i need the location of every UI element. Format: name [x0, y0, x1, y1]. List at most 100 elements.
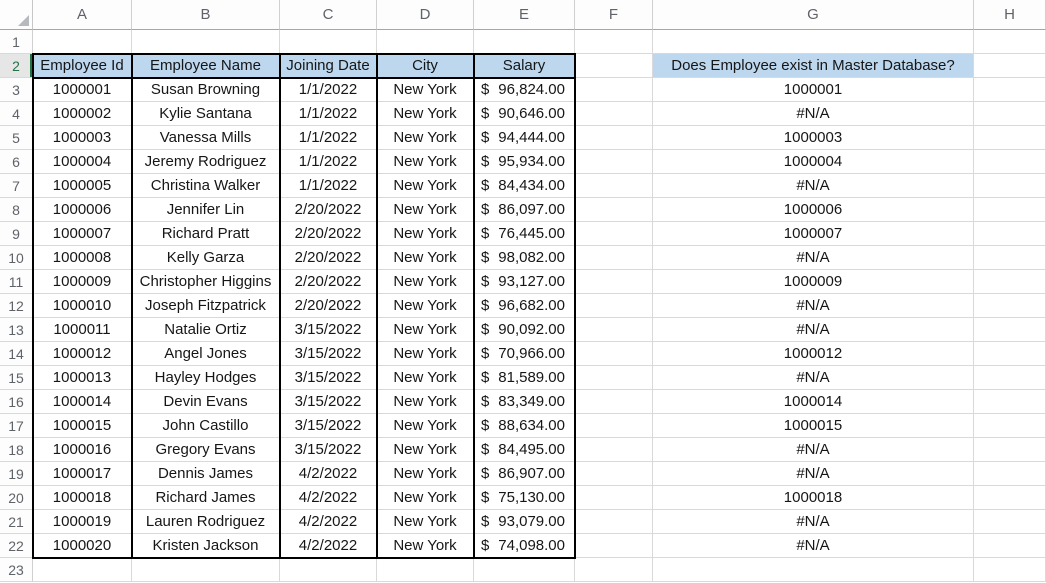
cell-G14[interactable]: 1000012	[653, 342, 974, 366]
cell-H1[interactable]	[974, 30, 1046, 54]
cell-G9[interactable]: 1000007	[653, 222, 974, 246]
cell-C21[interactable]: 4/2/2022	[280, 510, 377, 534]
cell-F8[interactable]	[575, 198, 653, 222]
cell-C7[interactable]: 1/1/2022	[280, 174, 377, 198]
cell-F15[interactable]	[575, 366, 653, 390]
cell-F17[interactable]	[575, 414, 653, 438]
cell-C6[interactable]: 1/1/2022	[280, 150, 377, 174]
cell-E16[interactable]: $83,349.00	[474, 390, 575, 414]
cell-F21[interactable]	[575, 510, 653, 534]
cell-F9[interactable]	[575, 222, 653, 246]
cell-H10[interactable]	[974, 246, 1046, 270]
cell-C10[interactable]: 2/20/2022	[280, 246, 377, 270]
row-header-9[interactable]: 9	[0, 222, 33, 246]
row-header-8[interactable]: 8	[0, 198, 33, 222]
cell-D8[interactable]: New York	[377, 198, 474, 222]
row-header-7[interactable]: 7	[0, 174, 33, 198]
cell-E21[interactable]: $93,079.00	[474, 510, 575, 534]
cell-A17[interactable]: 1000015	[33, 414, 132, 438]
column-header-A[interactable]: A	[33, 0, 132, 30]
cell-H20[interactable]	[974, 486, 1046, 510]
cell-D14[interactable]: New York	[377, 342, 474, 366]
cell-A14[interactable]: 1000012	[33, 342, 132, 366]
cell-B16[interactable]: Devin Evans	[132, 390, 280, 414]
cell-H11[interactable]	[974, 270, 1046, 294]
cell-B14[interactable]: Angel Jones	[132, 342, 280, 366]
cell-G18[interactable]: #N/A	[653, 438, 974, 462]
cell-H14[interactable]	[974, 342, 1046, 366]
cell-H15[interactable]	[974, 366, 1046, 390]
cell-A20[interactable]: 1000018	[33, 486, 132, 510]
row-header-12[interactable]: 12	[0, 294, 33, 318]
cell-F12[interactable]	[575, 294, 653, 318]
cell-G13[interactable]: #N/A	[653, 318, 974, 342]
cell-G2[interactable]: Does Employee exist in Master Database?	[653, 54, 974, 78]
cell-E9[interactable]: $76,445.00	[474, 222, 575, 246]
cell-H8[interactable]	[974, 198, 1046, 222]
cell-H21[interactable]	[974, 510, 1046, 534]
cell-E23[interactable]	[474, 558, 575, 582]
cell-G1[interactable]	[653, 30, 974, 54]
cell-E5[interactable]: $94,444.00	[474, 126, 575, 150]
column-header-E[interactable]: E	[474, 0, 575, 30]
cell-D23[interactable]	[377, 558, 474, 582]
cell-A5[interactable]: 1000003	[33, 126, 132, 150]
cell-F13[interactable]	[575, 318, 653, 342]
cell-D9[interactable]: New York	[377, 222, 474, 246]
cell-B22[interactable]: Kristen Jackson	[132, 534, 280, 558]
cell-C23[interactable]	[280, 558, 377, 582]
cell-F6[interactable]	[575, 150, 653, 174]
cell-B21[interactable]: Lauren Rodriguez	[132, 510, 280, 534]
cell-B23[interactable]	[132, 558, 280, 582]
column-header-D[interactable]: D	[377, 0, 474, 30]
cell-G10[interactable]: #N/A	[653, 246, 974, 270]
cell-D5[interactable]: New York	[377, 126, 474, 150]
cell-F14[interactable]	[575, 342, 653, 366]
cell-B4[interactable]: Kylie Santana	[132, 102, 280, 126]
cell-G15[interactable]: #N/A	[653, 366, 974, 390]
cell-G6[interactable]: 1000004	[653, 150, 974, 174]
row-header-15[interactable]: 15	[0, 366, 33, 390]
cell-B11[interactable]: Christopher Higgins	[132, 270, 280, 294]
column-header-G[interactable]: G	[653, 0, 974, 30]
cell-H16[interactable]	[974, 390, 1046, 414]
cell-A7[interactable]: 1000005	[33, 174, 132, 198]
cell-G5[interactable]: 1000003	[653, 126, 974, 150]
cell-A6[interactable]: 1000004	[33, 150, 132, 174]
cell-B6[interactable]: Jeremy Rodriguez	[132, 150, 280, 174]
cell-G8[interactable]: 1000006	[653, 198, 974, 222]
cell-C3[interactable]: 1/1/2022	[280, 78, 377, 102]
cell-A16[interactable]: 1000014	[33, 390, 132, 414]
row-header-3[interactable]: 3	[0, 78, 33, 102]
row-header-17[interactable]: 17	[0, 414, 33, 438]
cell-D7[interactable]: New York	[377, 174, 474, 198]
row-header-1[interactable]: 1	[0, 30, 33, 54]
cell-B5[interactable]: Vanessa Mills	[132, 126, 280, 150]
cell-A2[interactable]: Employee Id	[33, 54, 132, 78]
cell-F5[interactable]	[575, 126, 653, 150]
column-header-F[interactable]: F	[575, 0, 653, 30]
cell-H18[interactable]	[974, 438, 1046, 462]
row-header-16[interactable]: 16	[0, 390, 33, 414]
cell-D22[interactable]: New York	[377, 534, 474, 558]
cell-G17[interactable]: 1000015	[653, 414, 974, 438]
cell-A11[interactable]: 1000009	[33, 270, 132, 294]
cell-H6[interactable]	[974, 150, 1046, 174]
cell-C15[interactable]: 3/15/2022	[280, 366, 377, 390]
cell-H23[interactable]	[974, 558, 1046, 582]
cell-C11[interactable]: 2/20/2022	[280, 270, 377, 294]
cell-A18[interactable]: 1000016	[33, 438, 132, 462]
row-header-13[interactable]: 13	[0, 318, 33, 342]
cell-B7[interactable]: Christina Walker	[132, 174, 280, 198]
cell-C20[interactable]: 4/2/2022	[280, 486, 377, 510]
cell-H4[interactable]	[974, 102, 1046, 126]
row-header-20[interactable]: 20	[0, 486, 33, 510]
cell-H17[interactable]	[974, 414, 1046, 438]
cell-A23[interactable]	[33, 558, 132, 582]
cell-C18[interactable]: 3/15/2022	[280, 438, 377, 462]
cell-D1[interactable]	[377, 30, 474, 54]
cell-A21[interactable]: 1000019	[33, 510, 132, 534]
cell-C16[interactable]: 3/15/2022	[280, 390, 377, 414]
cell-C8[interactable]: 2/20/2022	[280, 198, 377, 222]
cell-G23[interactable]	[653, 558, 974, 582]
